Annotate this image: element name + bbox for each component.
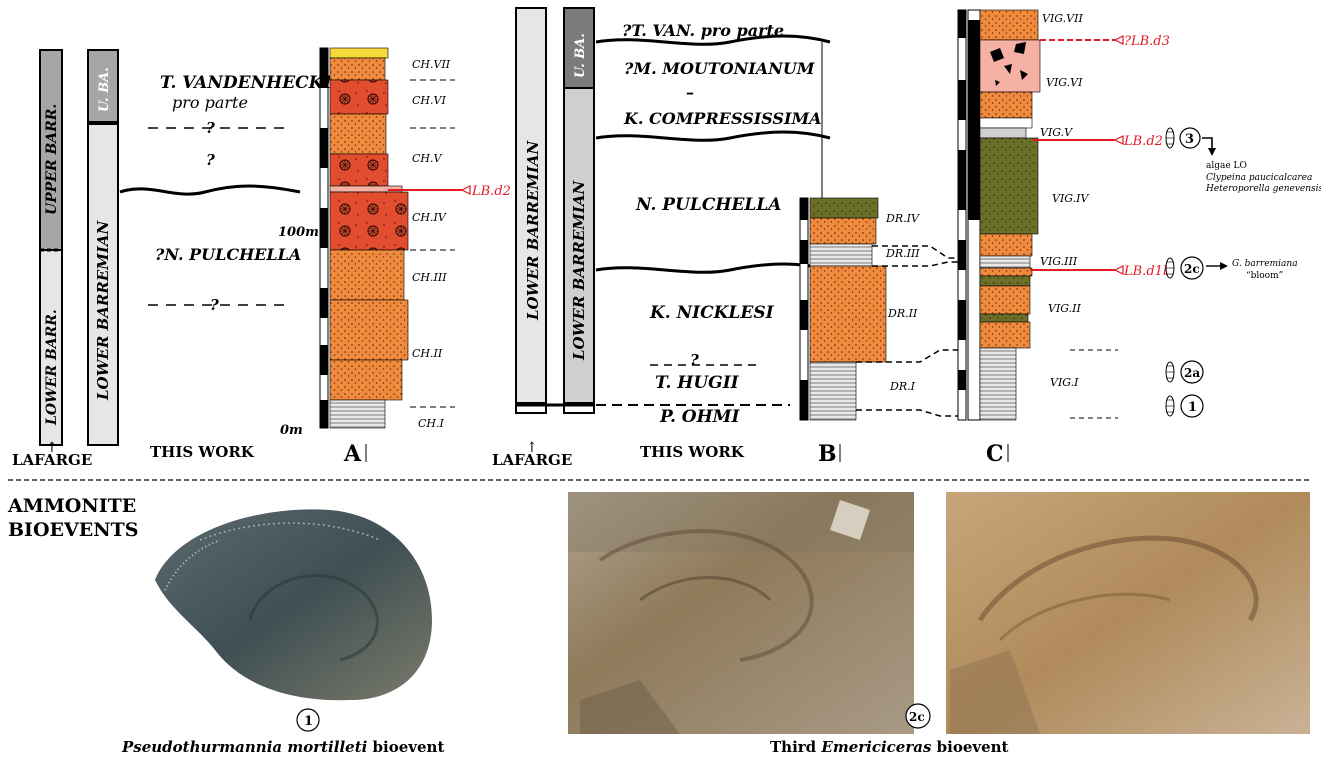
unit-boundaries-a (410, 79, 455, 408)
unit-dr4: DR.IV (885, 212, 920, 225)
thiswork-lower-label: LOWER BARREMIAN (94, 219, 112, 401)
question-mark-1: ? (206, 119, 215, 137)
bioevents-title-1: AMMONITE (7, 495, 136, 517)
arrow-lafarge-a: ↑ (46, 440, 58, 456)
question-mark-2: ? (206, 151, 215, 169)
section-c-lithology (967, 9, 1041, 421)
question-mark-b: ? (690, 351, 699, 369)
unit-vig6: VIG.VI (1046, 76, 1083, 89)
caption-1: Pseudothurmannia mortilleti bioevent (121, 738, 444, 756)
caption-2-genus: Emericiceras (820, 738, 932, 756)
unit-vig2: VIG.II (1048, 302, 1082, 315)
badge-2c: 2c (909, 710, 925, 724)
label-thiswork-b: THIS WORK (640, 443, 745, 461)
thiswork-upper-label: U. BA. (97, 67, 112, 112)
correlation-lines-bc (856, 245, 958, 417)
label-thiswork-a: THIS WORK (150, 443, 255, 461)
caption-2: Third Emericiceras bioevent (770, 738, 1009, 756)
lafarge-upper-label: UPPER BARR. (44, 104, 60, 215)
bioevent-2a: 2a (1184, 366, 1200, 380)
zone-hugii-b: T. HUGII (655, 373, 740, 393)
zone-vandenheckii: T. VANDENHECKII (160, 73, 340, 93)
unit-ch5: CH.V (412, 152, 443, 165)
zone-mout-b: ?M. MOUTONIANUM (624, 59, 816, 78)
ammonite-specimen-photo-1 (155, 509, 432, 701)
panel-letter-b: B (818, 441, 837, 467)
unit-dr3: DR.III (885, 247, 920, 260)
question-mark-3: ? (210, 296, 219, 314)
zone-ohmi-b: P. OHMI (659, 407, 740, 427)
unit-ch2: CH.II (412, 347, 443, 360)
unit-vig5: VIG.V (1040, 126, 1073, 139)
bioevent-2c: 2c (1184, 262, 1200, 276)
thiswork-upper-label-b: U. BA. (573, 33, 588, 78)
scale-bar-b (799, 197, 809, 421)
unit-ch7: CH.VII (412, 58, 451, 71)
event-lbd3-c: ?LB.d3 (1124, 34, 1170, 49)
lafarge-lower-label: LOWER BARR. (44, 309, 60, 426)
thiswork-column-a (87, 49, 119, 446)
unit-dr1: DR.I (889, 380, 916, 393)
zone-van-b: ?T. VAN. pro parte (622, 21, 784, 40)
arrow-lafarge-b: ↑ (526, 440, 538, 456)
label-lafarge-a: LAFARGE (12, 451, 92, 469)
ammonite-outcrop-photo-3 (946, 492, 1310, 734)
scale-bar-a (319, 47, 329, 429)
panel-letter-a: A (343, 441, 362, 467)
badge-1: 1 (304, 714, 313, 729)
note-g-1: G. barremiana (1232, 259, 1298, 269)
ammonite-icon-2a (1165, 360, 1204, 384)
unit-vig3: VIG.III (1040, 255, 1078, 268)
event-lbd2-c: LB.d2 (1123, 134, 1163, 149)
note-algae-2: Clypeina paucicalcarea (1206, 173, 1312, 183)
caption-1-genus: Pseudothurmannia mortilleti (121, 738, 368, 756)
unit-vig4: VIG.IV (1052, 192, 1090, 205)
note-g-2: “bloom” (1246, 270, 1283, 281)
zone-pulchella-a: ?N. PULCHELLA (155, 245, 301, 264)
lafarge-column-a (39, 49, 63, 446)
event-lbd2-a: LB.d2 (471, 184, 511, 199)
unit-ch3: CH.III (412, 271, 447, 284)
zone-nicklesi-b: K. NICKLESI (649, 303, 775, 323)
ammonite-icon-1 (1165, 394, 1204, 418)
unit-vig1: VIG.I (1050, 376, 1079, 389)
bioevents-title-2: BIOEVENTS (8, 519, 138, 541)
zone-vandenheckii-2: pro parte (172, 93, 248, 112)
unit-ch6: CH.VI (412, 94, 446, 107)
caption-2-rest: bioevent (931, 738, 1008, 756)
event-lbd1b-c: LB.d1b (1123, 264, 1171, 279)
ammonite-outcrop-photo-2 (568, 492, 914, 734)
unit-ch1: CH.I (418, 417, 445, 430)
unit-dr2: DR.II (887, 307, 918, 320)
unit-ch4: CH.IV (412, 211, 447, 224)
scale-100m: 100m (278, 225, 319, 240)
zone-dash-b: – (686, 83, 694, 102)
section-a-lithology (329, 47, 409, 429)
scale-0m: 0m (280, 423, 303, 438)
zone-pulchella-b: N. PULCHELLA (635, 195, 782, 215)
ammonite-icon-3 (1165, 127, 1201, 149)
bioevent-1: 1 (1188, 400, 1197, 415)
thiswork-column-b (563, 7, 595, 414)
bioevent-3: 3 (1185, 132, 1194, 147)
unit-boundaries-c (1070, 349, 1118, 419)
caption-1-rest: bioevent (367, 738, 444, 756)
thiswork-lower-label-b: LOWER BARREMIAN (570, 179, 588, 361)
lafarge-lower-label-b: LOWER BARREMIAN (524, 139, 542, 321)
label-lafarge-b: LAFARGE (492, 451, 572, 469)
unit-vig7: VIG.VII (1042, 12, 1083, 25)
caption-2-pre: Third (770, 738, 821, 756)
panel-letter-c: C (986, 441, 1004, 467)
lafarge-column-b (515, 7, 547, 414)
section-b-lithology (809, 197, 887, 421)
note-algae-1: algae LO (1206, 161, 1247, 171)
ammonite-icon-2c (1165, 256, 1204, 280)
scale-bar-c (957, 9, 967, 421)
zone-comp-b: K. COMPRESSISSIMA (623, 109, 822, 128)
note-algae-3: Heteroporella genevensis (1205, 184, 1321, 194)
